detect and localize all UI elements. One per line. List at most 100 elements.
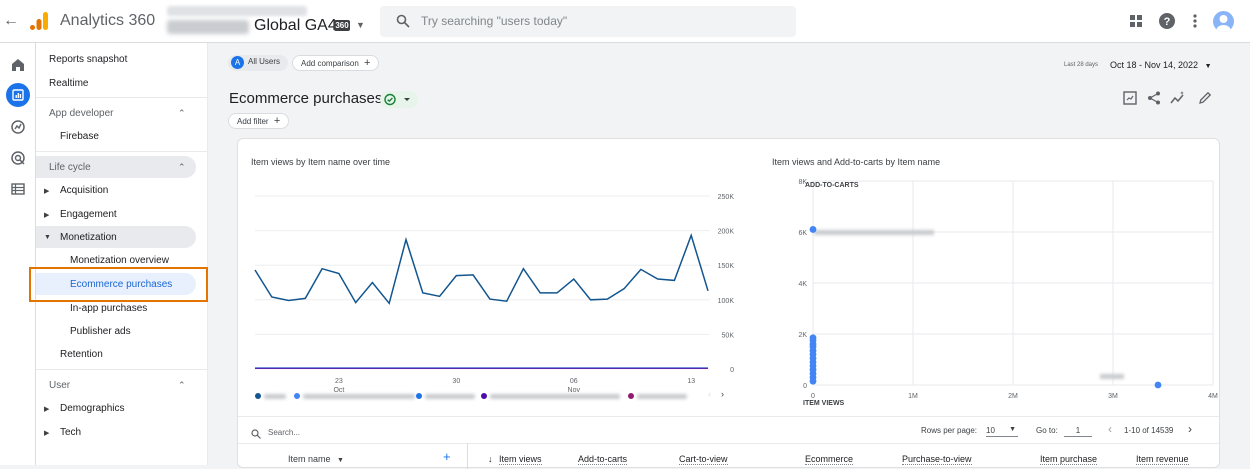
nav-acquisition[interactable]: Acquisition [60,185,109,196]
check-circle-icon [384,93,410,106]
search-bar[interactable]: Try searching "users today" [380,6,796,37]
column-header-ecommerce[interactable]: Ecommerce [805,454,854,465]
insights-icon[interactable] [1170,90,1186,106]
scatter-x-tick-label: 2M [1008,393,1018,400]
table-search-input[interactable]: Search... [268,428,301,437]
rows-per-page-label: Rows per page: [921,426,978,435]
column-separator [467,443,468,469]
chevron-up-icon[interactable]: ⌃ [178,108,186,118]
next-page-icon[interactable]: › [1188,422,1192,436]
rows-per-page-select[interactable]: 10 ▼ [986,426,1018,437]
line-series-1[interactable] [254,233,709,305]
legend-label-blurred [264,394,286,399]
expand-arrow-icon[interactable]: ▶ [44,406,50,413]
scatter-chart[interactable]: 8K 6K 4K 2K 0 0 1M 2M 3M 4M ADD-TO-CARTS ITEM VI… [758,169,1218,409]
expand-arrow-icon[interactable]: ▶ [44,212,50,219]
column-header-cart-to-view[interactable]: Cart-to-view [679,454,728,465]
advertising-icon[interactable] [9,149,27,167]
nav-firebase[interactable]: Firebase [60,131,99,142]
expand-arrow-icon[interactable]: ▶ [44,430,50,437]
explore-icon[interactable] [9,118,27,136]
left-rail [0,43,36,465]
column-header-purchase-to-view[interactable]: Purchase-to-view [902,454,972,465]
nav-section-user[interactable]: User [49,380,71,391]
legend-dot[interactable] [628,393,634,399]
charts-card: Item views by Item name over time Item v… [237,138,1221,469]
customize-report-icon[interactable] [1122,90,1138,106]
nav-realtime[interactable]: Realtime [49,78,89,89]
legend-dot[interactable] [416,393,422,399]
add-comparison-button[interactable]: Add comparison + [292,55,380,71]
prev-page-icon[interactable]: ‹ [1108,422,1112,436]
table-divider [238,416,1221,417]
nav-monetization[interactable]: Monetization [60,232,117,243]
column-header-item-revenue[interactable]: Item revenue [1136,454,1189,465]
scatter-x-tick-label: 0 [811,393,815,400]
scatter-point[interactable] [1154,381,1162,389]
share-icon[interactable] [1146,90,1162,106]
nav-engagement[interactable]: Engagement [60,209,117,220]
plus-icon: + [273,115,281,127]
expand-arrow-icon[interactable]: ▶ [44,188,50,195]
chevron-up-icon[interactable]: ⌃ [178,380,186,390]
property-name[interactable]: Global GA4 [254,17,337,34]
reports-nav: Reports snapshot Realtime App developer … [36,43,208,465]
goto-input[interactable]: 1 [1064,426,1092,437]
help-icon[interactable]: ? [1158,12,1176,30]
reports-icon[interactable] [9,86,27,104]
legend-next-icon[interactable]: › [721,389,724,399]
legend-prev-icon[interactable]: ‹ [708,389,711,399]
configure-list-icon[interactable] [9,180,27,198]
scatter-x-tick-label: 1M [908,393,918,400]
scatter-point-label-blurred [1100,374,1124,379]
column-header-add-to-carts[interactable]: Add-to-carts [578,454,628,465]
legend-dot[interactable] [294,393,300,399]
dropdown-arrow-icon: ▼ [1204,63,1212,70]
segment-chip-all-users[interactable]: A All Users [228,55,289,71]
more-vert-icon[interactable] [1186,12,1204,30]
user-avatar[interactable] [1213,11,1234,32]
nav-publisher-ads[interactable]: Publisher ads [70,326,131,337]
date-range-picker[interactable]: Oct 18 - Nov 14, 2022 ▼ [1110,60,1212,70]
apps-grid-icon[interactable] [1127,12,1145,30]
edit-pencil-icon[interactable] [1197,90,1213,106]
nav-demographics[interactable]: Demographics [60,403,125,414]
nav-reports-snapshot[interactable]: Reports snapshot [49,54,128,65]
nav-tech[interactable]: Tech [60,427,82,438]
scatter-point[interactable] [809,377,817,385]
sort-down-arrow-icon[interactable]: ↓ [488,454,493,464]
scatter-x-tick-label: 3M [1108,393,1118,400]
line-chart[interactable]: 250K 200K 150K 100K 50K 0 23 Oct 30 06 Nov 13 [238,169,738,409]
nav-current-highlight [36,273,196,295]
scatter-y-tick-label: 2K [798,332,807,339]
nav-in-app-purchases[interactable]: In-app purchases [70,303,148,314]
property-dropdown-icon[interactable]: ▼ [356,20,365,30]
line-x-tick-label: 30 [452,378,460,385]
nav-monetization-overview[interactable]: Monetization overview [70,255,169,266]
chevron-up-icon[interactable]: ⌃ [178,162,186,172]
nav-retention[interactable]: Retention [60,349,103,360]
nav-ecommerce-purchases[interactable]: Ecommerce purchases [70,279,173,290]
scatter-point[interactable] [809,226,817,233]
data-quality-status[interactable] [380,91,418,108]
line-y-tick-label: 100K [718,298,735,305]
column-header-item-views[interactable]: Item views [499,454,542,465]
goto-label: Go to: [1036,426,1058,435]
column-header-item-purchase[interactable]: Item purchase [1040,454,1098,465]
column-header-item-name[interactable]: Item name ▼ [288,454,344,464]
add-dimension-plus-icon[interactable]: + [443,449,451,464]
dropdown-arrow-icon: ▼ [1009,426,1016,433]
legend-dot[interactable] [481,393,487,399]
nav-section-life-cycle[interactable]: Life cycle [49,162,91,173]
nav-section-app-developer[interactable]: App developer [49,108,114,119]
legend-label-blurred [303,394,415,399]
legend-dot[interactable] [255,393,261,399]
collapse-arrow-icon[interactable]: ▼ [44,234,51,241]
scatter-x-tick-label: 4M [1208,393,1218,400]
line-chart-title: Item views by Item name over time [251,157,391,167]
add-filter-button[interactable]: Add filter + [228,113,290,129]
back-arrow-icon[interactable]: ← [3,12,19,29]
line-x-tick-month: Oct [333,387,344,394]
line-y-tick-label: 250K [718,194,735,201]
home-icon[interactable] [9,56,27,74]
